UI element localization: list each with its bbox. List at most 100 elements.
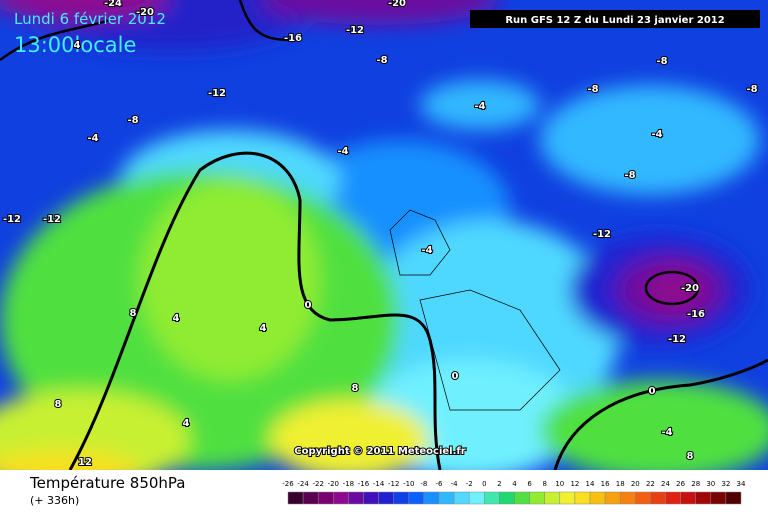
legend-swatch xyxy=(725,491,742,505)
legend-tick: 2 xyxy=(497,480,501,488)
contour-label: -12 xyxy=(668,334,686,345)
legend-tick: -12 xyxy=(388,480,399,488)
run-box xyxy=(470,10,760,28)
legend-tick: 6 xyxy=(527,480,532,488)
legend-swatch xyxy=(665,491,681,505)
legend-tick: 28 xyxy=(691,480,700,488)
legend-tick: -24 xyxy=(297,480,309,488)
contour-label: -12 xyxy=(3,214,21,225)
legend-swatch xyxy=(423,491,440,505)
color-legend: -26 -24 -22 -20 -18 -16 -14 -12 -10 -8 -6 -4 -2 0 2 4 6 8… xyxy=(282,480,746,505)
contour-label: 8 xyxy=(55,399,62,410)
contour-label: -12 xyxy=(346,25,364,36)
contour-label: -4 xyxy=(474,101,485,112)
legend-swatch xyxy=(408,491,425,505)
contour-label: -12 xyxy=(208,88,226,99)
legend-tick: 30 xyxy=(706,480,715,488)
contour-label: -16 xyxy=(284,33,302,44)
legend-tick: -20 xyxy=(328,480,339,488)
contour-label: -20 xyxy=(388,0,406,9)
legend-tick: -14 xyxy=(373,480,385,488)
contour-label: 4 xyxy=(260,323,267,334)
legend-tick: -18 xyxy=(343,480,354,488)
legend-swatch xyxy=(650,491,666,505)
legend-tick: 0 xyxy=(482,480,486,488)
legend-tick: -6 xyxy=(436,480,444,488)
legend-swatch xyxy=(574,491,591,505)
footer xyxy=(0,470,768,512)
contour-label: 0 xyxy=(305,300,312,311)
contour-label: -4 xyxy=(651,129,662,140)
footer-title: Température 850hPa xyxy=(29,474,186,492)
legend-swatch xyxy=(378,491,394,505)
contour-label: -20 xyxy=(681,283,699,294)
contour-label: -4 xyxy=(87,133,98,144)
legend-swatch xyxy=(710,491,727,505)
legend-swatch xyxy=(514,491,530,505)
legend-swatch xyxy=(529,491,545,505)
contour-label: -20 xyxy=(136,7,154,18)
legend-tick: -8 xyxy=(420,480,427,488)
contour-labels: -24 -20 -20 -16 -12 4 -12 -8 -8 -4 -4 -4 -8 -8 -8 -4 -8 -… xyxy=(2,0,759,469)
contour-label: -12 xyxy=(593,229,611,240)
legend-swatch xyxy=(453,491,470,505)
legend-swatch xyxy=(438,491,455,505)
legend-swatch xyxy=(499,491,515,505)
legend-tick: 10 xyxy=(555,480,564,488)
contour-label: 0 xyxy=(649,386,656,397)
legend-swatch xyxy=(287,491,304,505)
contour-label: 8 xyxy=(352,383,359,394)
legend-tick: -16 xyxy=(358,480,370,488)
run: Run GFS 12 Z du Lundi 23 janvier 2012 xyxy=(505,15,724,26)
legend-tick: 12 xyxy=(570,480,579,488)
legend-swatch xyxy=(333,491,349,505)
legend-swatch xyxy=(635,491,651,505)
legend-swatch xyxy=(484,491,500,505)
legend-tick: 22 xyxy=(646,480,655,488)
contour-label: -8 xyxy=(376,55,387,66)
legend-swatch xyxy=(393,491,410,505)
copyright: Copyright © 2011 Meteociel.fr xyxy=(294,446,465,457)
legend-tick: 26 xyxy=(676,480,685,488)
contour-label: -4 xyxy=(337,146,348,157)
legend-tick: -10 xyxy=(403,480,414,488)
legend-swatch xyxy=(680,491,696,505)
legend-tick: -26 xyxy=(282,480,294,488)
contour-label: -4 xyxy=(421,245,432,256)
contour-label: -12 xyxy=(43,214,61,225)
legend-tick: 14 xyxy=(586,480,595,488)
contour-label: 4 xyxy=(74,40,81,51)
legend-tick: 8 xyxy=(542,480,546,488)
contour-label: -8 xyxy=(127,115,138,126)
legend-tick: 16 xyxy=(601,480,610,488)
date: Lundi 6 février 2012 xyxy=(14,10,166,28)
legend-swatch xyxy=(604,491,621,505)
legend-swatch xyxy=(695,491,712,505)
legend-tick: -22 xyxy=(312,480,323,488)
legend-swatch xyxy=(302,491,319,505)
contour-label: -4 xyxy=(661,427,672,438)
legend-swatch xyxy=(468,491,485,505)
legend-swatch xyxy=(589,491,606,505)
legend-tick: 18 xyxy=(616,480,625,488)
contour-label: 4 xyxy=(173,313,180,324)
legend-swatch xyxy=(317,491,334,505)
legend-swatch xyxy=(559,491,576,505)
legend-tick: -2 xyxy=(466,480,473,488)
footer-subtitle: (+ 336h) xyxy=(30,494,79,507)
contour-label: -24 xyxy=(104,0,122,9)
contour-label: 8 xyxy=(130,308,137,319)
legend-swatch xyxy=(544,491,561,505)
legend-tick: -4 xyxy=(451,480,459,488)
time: 13:00locale xyxy=(14,33,136,57)
contour-label: -8 xyxy=(746,84,757,95)
legend-tick: 32 xyxy=(721,480,730,488)
contour-label: -8 xyxy=(587,84,598,95)
legend-swatch xyxy=(619,491,636,505)
contour-label: 0 xyxy=(452,371,459,382)
legend-swatch xyxy=(348,491,364,505)
legend-tick: 24 xyxy=(661,480,670,488)
legend-tick: 4 xyxy=(512,480,517,488)
contour-label: -8 xyxy=(624,170,635,181)
